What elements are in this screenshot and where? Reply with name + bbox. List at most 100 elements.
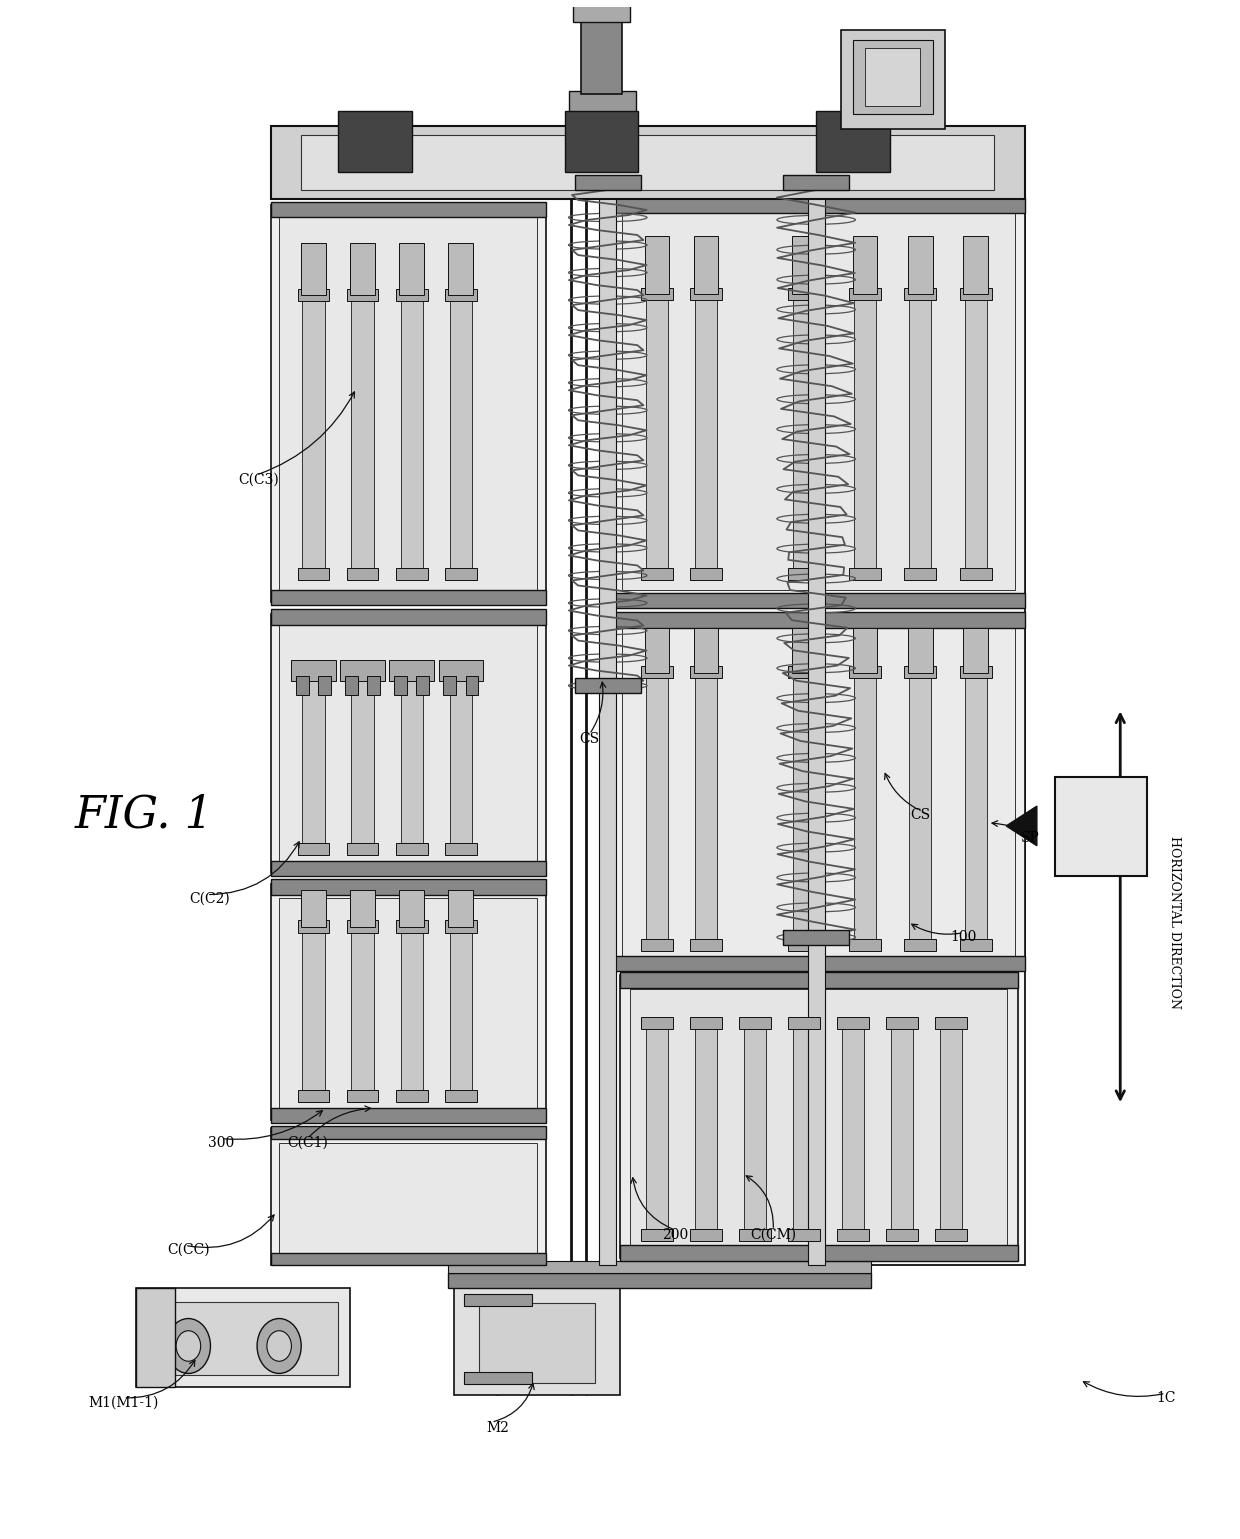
Bar xyxy=(853,40,932,114)
Bar xyxy=(303,663,325,854)
Bar xyxy=(394,677,407,694)
Bar xyxy=(614,168,1024,1265)
Bar xyxy=(573,5,630,22)
Bar xyxy=(689,568,722,580)
Bar xyxy=(270,614,547,873)
Bar xyxy=(646,668,668,950)
Bar xyxy=(346,843,378,854)
Bar xyxy=(614,197,1024,212)
Bar xyxy=(963,235,988,294)
Bar xyxy=(319,677,331,694)
Bar xyxy=(689,666,722,679)
Bar xyxy=(904,568,936,580)
Bar xyxy=(298,568,330,580)
Bar xyxy=(816,111,890,172)
Bar xyxy=(908,235,932,294)
Bar xyxy=(346,677,357,694)
Bar xyxy=(396,1090,428,1102)
Bar xyxy=(279,217,537,589)
Text: C(C1): C(C1) xyxy=(286,1136,327,1150)
Bar xyxy=(641,939,673,951)
Bar xyxy=(853,628,878,674)
Bar xyxy=(449,1273,872,1288)
Bar xyxy=(791,235,816,294)
Bar xyxy=(641,1017,673,1028)
Bar xyxy=(641,568,673,580)
Bar xyxy=(444,677,456,694)
Bar xyxy=(620,976,1018,1257)
Text: C(CC): C(CC) xyxy=(167,1244,210,1257)
Bar xyxy=(842,1019,864,1239)
Bar xyxy=(270,205,547,602)
Bar xyxy=(450,297,471,579)
Bar xyxy=(622,211,1014,589)
Bar xyxy=(908,628,932,674)
Bar xyxy=(303,297,325,579)
Bar xyxy=(689,288,722,300)
Bar xyxy=(1055,777,1147,876)
Bar xyxy=(135,1288,175,1387)
Bar xyxy=(148,1302,339,1374)
Bar xyxy=(396,289,428,302)
Bar xyxy=(346,1090,378,1102)
Bar xyxy=(574,679,641,693)
Bar xyxy=(270,860,547,876)
Bar xyxy=(614,956,1024,971)
Bar xyxy=(630,990,1007,1245)
Bar xyxy=(791,628,816,674)
Bar xyxy=(351,920,373,1100)
Bar xyxy=(854,668,877,950)
Bar xyxy=(892,1019,913,1239)
Bar xyxy=(303,920,325,1100)
Bar xyxy=(301,243,326,295)
Bar xyxy=(445,843,476,854)
Bar xyxy=(279,897,537,1108)
Bar xyxy=(787,568,820,580)
Bar xyxy=(792,289,815,579)
Bar xyxy=(965,289,987,579)
Text: C(CM): C(CM) xyxy=(750,1228,796,1242)
Text: 100: 100 xyxy=(950,930,976,945)
Bar xyxy=(963,628,988,674)
Bar xyxy=(887,1017,918,1028)
Bar xyxy=(279,625,537,860)
Bar xyxy=(449,1260,872,1273)
Bar xyxy=(298,920,330,933)
Bar xyxy=(346,568,378,580)
Bar xyxy=(389,660,434,682)
Bar xyxy=(854,289,877,579)
Circle shape xyxy=(176,1331,201,1360)
Bar xyxy=(904,666,936,679)
Bar xyxy=(849,666,882,679)
Bar xyxy=(350,890,374,926)
Bar xyxy=(401,663,423,854)
Bar xyxy=(464,1371,532,1384)
Bar xyxy=(298,289,330,302)
Bar xyxy=(445,568,476,580)
Bar xyxy=(909,668,931,950)
Bar xyxy=(270,609,547,625)
Bar xyxy=(784,175,849,189)
Bar xyxy=(689,1017,722,1028)
Bar xyxy=(784,930,849,945)
Bar xyxy=(396,920,428,933)
Bar xyxy=(909,289,931,579)
Text: FIG. 1: FIG. 1 xyxy=(74,794,213,837)
Bar xyxy=(301,890,326,926)
Bar xyxy=(270,1253,547,1265)
Bar xyxy=(350,243,374,295)
Bar xyxy=(574,175,641,189)
Bar xyxy=(904,288,936,300)
Bar xyxy=(614,200,1024,605)
Bar xyxy=(646,289,668,579)
Bar xyxy=(399,243,424,295)
Bar xyxy=(135,1288,350,1387)
Bar xyxy=(279,1143,537,1257)
Bar xyxy=(620,973,1018,988)
Bar xyxy=(849,568,882,580)
Bar xyxy=(787,1228,820,1240)
Bar xyxy=(739,1017,771,1028)
Bar xyxy=(565,111,639,172)
Bar xyxy=(396,568,428,580)
Bar xyxy=(787,1017,820,1028)
